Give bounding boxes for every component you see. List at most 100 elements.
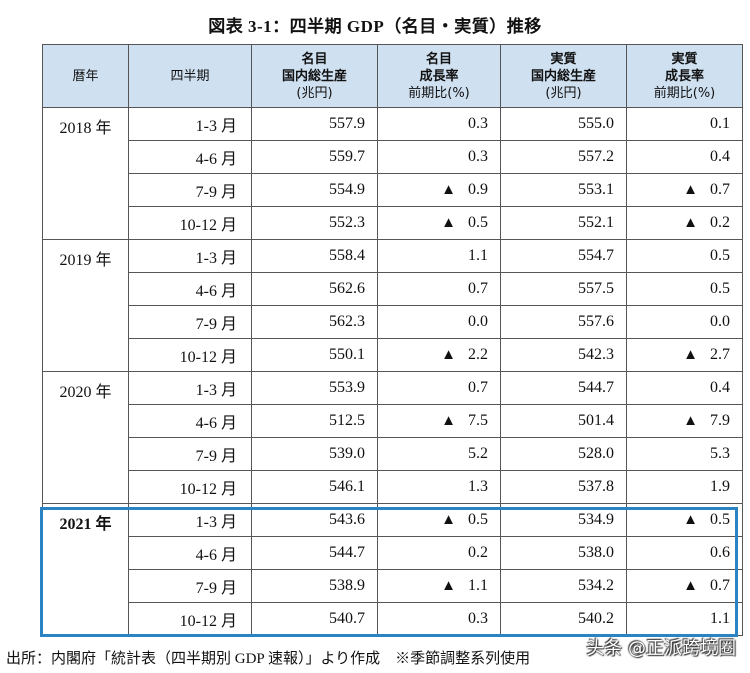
year-group-2019: 2019 年 1-3 月 558.4 1.1 554.7 0.5 4-6 月 562.6 0.7…	[42, 239, 743, 372]
header-nominal-gdp: 名目 国内総生産 (兆円)	[251, 44, 378, 108]
nominal-rate-cell: ▲ 1.1	[377, 569, 501, 603]
source-note: 出所：内閣府「統計表（四半期別 GDP 速報）」より作成 ※季節調整系列使用	[6, 651, 531, 667]
gdp-table: 暦年 四半期 名目 国内総生産 (兆円) 名目 成長率 前期比(%) 実質 国内…	[42, 44, 743, 636]
real-gdp-cell: 538.0	[500, 536, 627, 570]
negative-triangle-icon: ▲	[441, 215, 456, 231]
real-gdp-cell: 557.6	[500, 305, 627, 339]
nominal-rate-cell-value: 0.3	[468, 148, 488, 165]
nominal-rate-cell-value: 0.5	[468, 511, 488, 528]
negative-triangle-icon: ▲	[441, 182, 456, 198]
table-row: 7-9 月 562.3 0.0 557.6 0.0	[43, 305, 743, 339]
header-nominal-rate-line1: 名目	[425, 51, 452, 67]
real-rate-cell: 0.6	[626, 536, 743, 570]
real-rate-cell: 0.4	[626, 140, 743, 174]
quarter-cell: 4-6 月	[128, 404, 252, 438]
nominal-rate-cell-value: 0.7	[468, 379, 488, 396]
real-rate-cell-value: 5.3	[710, 445, 730, 462]
real-gdp-cell: 501.4	[500, 404, 627, 438]
header-real-gdp-line1: 実質	[550, 51, 577, 67]
header-real-rate-unit: 前期比(%)	[653, 85, 716, 101]
nominal-rate-cell-value: 1.3	[468, 478, 488, 495]
nominal-rate-cell: ▲ 0.5	[377, 503, 501, 537]
nominal-rate-cell: ▲ 0.9	[377, 173, 501, 207]
real-rate-cell: ▲ 0.7	[626, 173, 743, 207]
quarter-cell: 4-6 月	[128, 272, 252, 306]
quarter-cell: 10-12 月	[128, 206, 252, 240]
table-row: 7-9 月 538.9 ▲ 1.1 534.2 ▲ 0.7	[43, 569, 743, 603]
nominal-rate-cell-value: 0.3	[468, 115, 488, 132]
header-nominal-gdp-unit: (兆円)	[296, 85, 333, 101]
header-real-gdp-line2: 国内総生産	[530, 68, 596, 84]
real-gdp-cell: 540.2	[500, 602, 627, 636]
real-rate-cell: 0.5	[626, 272, 743, 306]
real-rate-cell: 0.5	[626, 239, 743, 273]
negative-triangle-icon: ▲	[441, 413, 456, 429]
nominal-rate-cell-value: 1.1	[468, 577, 488, 594]
nominal-rate-cell: 0.3	[377, 107, 501, 141]
nominal-gdp-cell: 538.9	[251, 569, 378, 603]
real-rate-cell: 5.3	[626, 437, 743, 471]
negative-triangle-icon: ▲	[683, 578, 698, 594]
table-row: 10-12 月 546.1 1.3 537.8 1.9	[43, 470, 743, 504]
real-rate-cell: ▲ 2.7	[626, 338, 743, 372]
real-rate-cell: 1.1	[626, 602, 743, 636]
nominal-rate-cell-value: 5.2	[468, 445, 488, 462]
nominal-gdp-cell: 544.7	[251, 536, 378, 570]
real-rate-cell: 0.4	[626, 371, 743, 405]
quarter-cell: 7-9 月	[128, 173, 252, 207]
real-gdp-cell: 555.0	[500, 107, 627, 141]
real-rate-cell-value: 0.2	[710, 214, 730, 231]
nominal-gdp-cell: 558.4	[251, 239, 378, 273]
table-header: 暦年 四半期 名目 国内総生産 (兆円) 名目 成長率 前期比(%) 実質 国内…	[42, 44, 743, 108]
nominal-rate-cell: 0.0	[377, 305, 501, 339]
real-rate-cell-value: 0.0	[710, 313, 730, 330]
header-real-gdp-unit: (兆円)	[545, 85, 582, 101]
nominal-rate-cell: ▲ 2.2	[377, 338, 501, 372]
quarter-cell: 4-6 月	[128, 140, 252, 174]
table-row: 2020 年 1-3 月 553.9 0.7 544.7 0.4	[42, 371, 743, 504]
nominal-rate-cell: ▲ 0.5	[377, 206, 501, 240]
nominal-rate-cell: ▲ 7.5	[377, 404, 501, 438]
nominal-rate-cell-value: 0.5	[468, 214, 488, 231]
year-group-2018: 2018 年 1-3 月 557.9 0.3 555.0 0.1 4-6 月 559.7 0.3…	[42, 107, 743, 240]
header-nominal-rate: 名目 成長率 前期比(%)	[377, 44, 501, 108]
nominal-rate-cell: 1.1	[377, 239, 501, 273]
table-row: 7-9 月 554.9 ▲ 0.9 553.1 ▲ 0.7	[43, 173, 743, 207]
nominal-rate-cell-value: 2.2	[468, 346, 488, 363]
table-row: 7-9 月 539.0 5.2 528.0 5.3	[43, 437, 743, 471]
real-rate-cell-value: 0.1	[710, 115, 730, 132]
real-rate-cell-value: 7.9	[710, 412, 730, 429]
real-rate-cell-value: 1.1	[710, 610, 730, 627]
quarter-cell: 1-3 月	[128, 107, 252, 141]
header-year: 暦年	[42, 44, 129, 108]
real-gdp-cell: 557.2	[500, 140, 627, 174]
real-gdp-cell: 528.0	[500, 437, 627, 471]
real-gdp-cell: 537.8	[500, 470, 627, 504]
real-rate-cell-value: 0.7	[710, 181, 730, 198]
table-row: 10-12 月 552.3 ▲ 0.5 552.1 ▲ 0.2	[43, 206, 743, 240]
header-nominal-gdp-line2: 国内総生産	[281, 68, 347, 84]
negative-triangle-icon: ▲	[441, 512, 456, 528]
nominal-rate-cell-value: 1.1	[468, 247, 488, 264]
nominal-rate-cell: 1.3	[377, 470, 501, 504]
table-row: 4-6 月 562.6 0.7 557.5 0.5	[43, 272, 743, 306]
table-row: 2019 年 1-3 月 558.4 1.1 554.7 0.5	[42, 239, 743, 372]
nominal-gdp-cell: 557.9	[251, 107, 378, 141]
negative-triangle-icon: ▲	[441, 347, 456, 363]
real-gdp-cell: 553.1	[500, 173, 627, 207]
quarter-cell: 7-9 月	[128, 305, 252, 339]
table-row: 2021 年 1-3 月 543.6 ▲ 0.5 534.9 ▲ 0.5	[42, 503, 743, 636]
real-rate-cell-value: 0.5	[710, 280, 730, 297]
nominal-gdp-cell: 553.9	[251, 371, 378, 405]
nominal-rate-cell-value: 7.5	[468, 412, 488, 429]
nominal-gdp-cell: 562.6	[251, 272, 378, 306]
real-rate-cell-value: 0.7	[710, 577, 730, 594]
real-gdp-cell: 557.5	[500, 272, 627, 306]
nominal-rate-cell: 0.7	[377, 371, 501, 405]
nominal-rate-cell-value: 0.7	[468, 280, 488, 297]
nominal-rate-cell-value: 0.0	[468, 313, 488, 330]
real-rate-cell-value: 2.7	[710, 346, 730, 363]
year-cell: 2019 年	[42, 239, 129, 372]
nominal-rate-cell: 0.3	[377, 140, 501, 174]
quarter-cell: 1-3 月	[128, 371, 252, 405]
